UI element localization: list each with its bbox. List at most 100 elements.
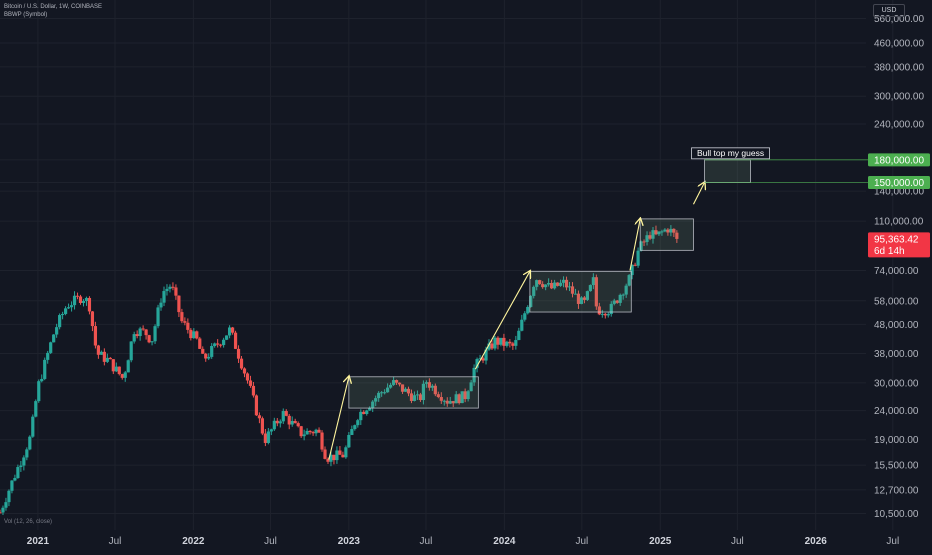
candle-body	[505, 341, 509, 346]
candle-body	[651, 230, 655, 239]
candle-body	[189, 329, 193, 339]
candle-body	[368, 407, 372, 411]
candle-body	[460, 391, 464, 404]
candle-body	[216, 343, 220, 345]
candle-body	[362, 411, 366, 414]
candle-body	[153, 326, 157, 342]
candle-body	[478, 358, 482, 360]
candle-body	[621, 294, 625, 296]
time-tick-label: 2025	[649, 536, 672, 547]
candle-body	[383, 392, 387, 394]
candle-body	[520, 319, 524, 331]
target-box	[704, 159, 751, 183]
candle-body	[493, 337, 497, 349]
candle-body	[225, 335, 229, 340]
candle-body	[207, 356, 211, 359]
candle-body	[150, 341, 154, 343]
candle-body	[22, 457, 26, 466]
candle-body	[511, 343, 515, 346]
candle-body	[210, 346, 214, 357]
candle-body	[219, 344, 223, 346]
volume-indicator-label[interactable]: Vol (12, 26, close)	[4, 519, 53, 525]
time-axis: 2021 Jul 2022 Jul 2023 Jul 2024 Jul 2025 Jul 2026 J…	[27, 536, 899, 547]
candle-body	[669, 228, 673, 233]
candle-body	[403, 388, 408, 392]
candle-body	[201, 348, 205, 354]
symbol-title[interactable]: Bitcoin / U.S. Dollar, 1W, COINBASE	[4, 4, 103, 10]
candle-body	[347, 434, 351, 448]
candle-body	[34, 401, 38, 417]
candle-body	[52, 334, 56, 343]
candle-body	[177, 295, 181, 313]
price-label-180k: 180,000.00	[874, 155, 924, 166]
candle-body	[526, 306, 530, 314]
candle-body	[573, 293, 578, 295]
candle-body	[260, 418, 264, 434]
candle-body	[588, 285, 592, 292]
candle-body	[415, 394, 420, 396]
candle-body	[344, 447, 348, 458]
candle-body	[242, 368, 247, 374]
candle-body	[353, 425, 357, 430]
candle-body	[28, 436, 32, 450]
currency-badge[interactable]: USD	[873, 4, 905, 17]
candle-body	[171, 286, 175, 288]
candle-body	[391, 380, 396, 385]
candle-body	[451, 401, 455, 404]
candle-body	[111, 359, 115, 372]
candles	[0, 225, 679, 516]
time-tick-label: 2022	[182, 536, 205, 547]
candle-body	[430, 385, 434, 388]
candle-body	[567, 286, 572, 288]
candle-body	[7, 490, 11, 503]
time-tick-label: Jul	[420, 536, 433, 547]
candle-body	[544, 284, 548, 288]
candle-body	[603, 313, 607, 316]
candle-body	[46, 352, 50, 360]
candle-body	[627, 275, 631, 286]
candle-body	[213, 343, 217, 347]
consolidation-box	[529, 270, 632, 313]
candle-body	[147, 335, 151, 343]
annotation-label-box	[691, 147, 770, 160]
candle-body	[239, 358, 244, 369]
time-tick-label: Jul	[264, 536, 277, 547]
candle-body	[269, 429, 273, 432]
candle-body	[502, 337, 506, 346]
candle-body	[564, 279, 569, 288]
candle-body	[356, 420, 360, 426]
candle-body	[159, 302, 163, 308]
candle-body	[642, 241, 646, 243]
candle-body	[254, 395, 259, 416]
candle-body	[31, 416, 35, 437]
candle-body	[547, 282, 551, 285]
candle-body	[409, 393, 414, 401]
candle-body	[248, 380, 253, 386]
price-tick-label: 12,700.00	[874, 485, 919, 496]
indicator-title[interactable]: BBWP (Symbol)	[4, 12, 48, 18]
time-tick-label: Jul	[886, 536, 899, 547]
price-tick-label: 48,000.00	[874, 320, 919, 331]
price-tick-label: 24,000.00	[874, 406, 919, 417]
price-tick-label: 30,000.00	[874, 378, 919, 389]
candle-body	[13, 477, 17, 481]
candle-body	[552, 282, 557, 289]
candle-body	[87, 297, 92, 312]
time-tick-label: Jul	[575, 536, 588, 547]
candle-body	[296, 423, 300, 427]
candle-body	[535, 280, 539, 287]
candle-body	[615, 300, 619, 303]
candle-body	[302, 434, 306, 437]
price-tick-label: 300,000.00	[874, 92, 924, 103]
price-tick-label: 460,000.00	[874, 39, 924, 50]
grid	[0, 0, 894, 530]
candle-body	[675, 232, 679, 239]
candle-body	[645, 235, 649, 242]
candle-body	[532, 286, 536, 296]
candle-body	[466, 391, 470, 400]
candle-body	[341, 454, 345, 458]
candle-body	[636, 250, 640, 266]
candle-body	[517, 330, 521, 341]
